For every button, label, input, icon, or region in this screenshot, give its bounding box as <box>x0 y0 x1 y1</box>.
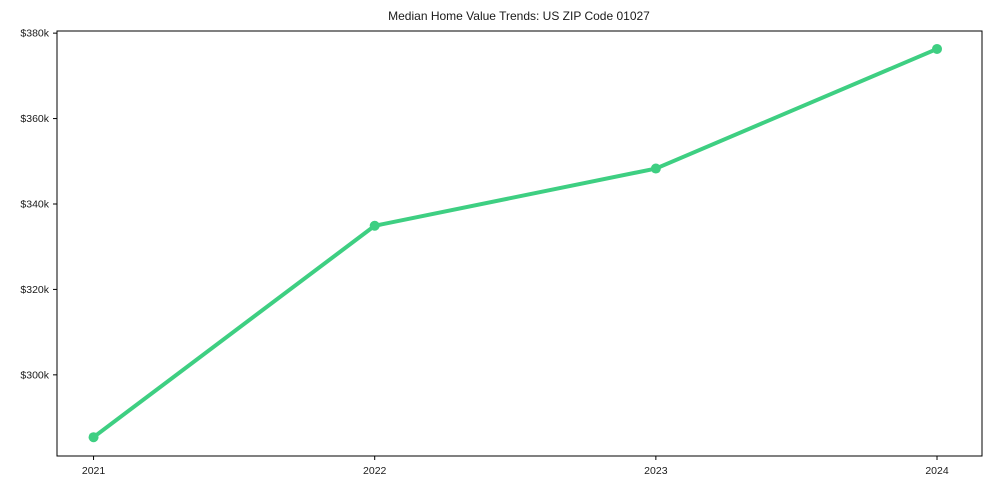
x-tick-label: 2024 <box>925 465 949 477</box>
plot-border <box>56 30 983 457</box>
data-point <box>369 220 380 231</box>
y-tick-label: $380k <box>20 28 49 40</box>
data-point <box>932 43 943 54</box>
data-point <box>650 163 661 174</box>
series-layer <box>88 43 943 443</box>
y-axis: $300k $320k $340k $360k $380k <box>20 28 57 381</box>
data-point <box>88 432 99 443</box>
y-tick-label: $300k <box>20 369 49 381</box>
x-axis: 2021 2022 2023 2024 <box>82 456 949 477</box>
y-tick-label: $360k <box>20 113 49 125</box>
x-tick-label: 2022 <box>363 465 387 477</box>
trend-line <box>91 46 940 440</box>
y-tick-label: $320k <box>20 284 49 296</box>
x-tick-label: 2021 <box>82 465 106 477</box>
y-tick-label: $340k <box>20 198 49 210</box>
chart-title: Median Home Value Trends: US ZIP Code 01… <box>388 9 650 23</box>
x-tick-label: 2023 <box>644 465 668 477</box>
